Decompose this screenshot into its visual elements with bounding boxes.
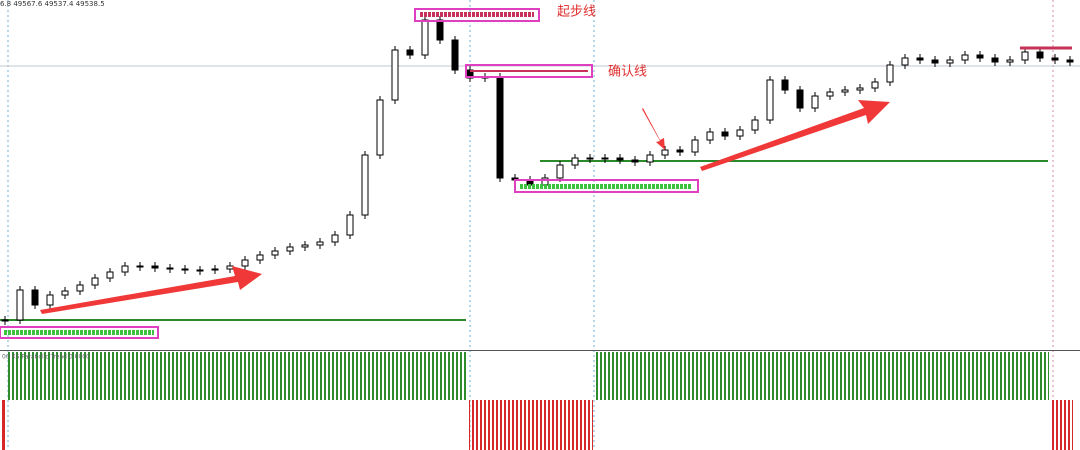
candle-body xyxy=(1,319,9,322)
candle-body xyxy=(406,49,414,56)
annotation: 确认线 xyxy=(608,65,647,80)
candle-body xyxy=(136,265,144,268)
candle-body xyxy=(196,269,204,272)
candle-body xyxy=(781,79,789,91)
candle-body xyxy=(826,91,834,97)
candle-body xyxy=(496,76,504,179)
candle-body xyxy=(976,54,984,59)
candle-body xyxy=(391,49,399,101)
candle-body xyxy=(706,131,714,141)
candle-body xyxy=(766,79,774,121)
candle-body xyxy=(721,131,729,137)
candle-body xyxy=(46,294,54,306)
candle-body xyxy=(676,149,684,153)
candle-body xyxy=(841,89,849,93)
candle-body xyxy=(1066,59,1074,63)
candle-body xyxy=(361,154,369,216)
candle-body xyxy=(121,265,129,273)
candle-body xyxy=(1036,51,1044,59)
candle-body xyxy=(616,157,624,161)
candle-body xyxy=(811,95,819,109)
candle-body xyxy=(166,267,174,270)
trend-arrows xyxy=(40,100,890,314)
candles xyxy=(1,16,1074,325)
candle-body xyxy=(1021,51,1029,61)
indicator-label: 00 XS Parabolic Trend 0.0000 xyxy=(2,354,90,361)
candle-body xyxy=(286,246,294,252)
candle-body xyxy=(961,54,969,61)
indicator-histogram xyxy=(2,352,1073,450)
candle-body xyxy=(241,259,249,267)
candle-body xyxy=(571,157,579,166)
candle-body xyxy=(76,284,84,292)
candle-body xyxy=(901,57,909,66)
candle-body xyxy=(916,57,924,61)
candle-body xyxy=(586,157,594,160)
header: 6.8 49567.6 49537.4 49538.5 xyxy=(0,0,105,8)
candle-body xyxy=(376,99,384,156)
candle-body xyxy=(1006,59,1014,63)
candle-body xyxy=(211,268,219,271)
candle-body xyxy=(181,268,189,271)
candle-body xyxy=(316,241,324,246)
candle-body xyxy=(31,289,39,306)
candle-body xyxy=(646,154,654,163)
candle-body xyxy=(16,289,24,321)
candle-body xyxy=(61,290,69,296)
candle-body xyxy=(556,164,564,179)
candle-body xyxy=(271,250,279,256)
candle-body xyxy=(1051,57,1059,61)
candle-body xyxy=(796,89,804,109)
annotation: 起步线 xyxy=(557,5,596,20)
candle-body xyxy=(421,19,429,56)
candle-body xyxy=(301,244,309,248)
candle-body xyxy=(631,159,639,163)
candle-body xyxy=(871,81,879,89)
candle-body xyxy=(91,277,99,286)
candle-body xyxy=(661,149,669,156)
candle-body xyxy=(226,265,234,270)
candle-body xyxy=(601,157,609,160)
candle-body xyxy=(946,59,954,64)
candle-body xyxy=(256,254,264,261)
candle-body xyxy=(451,39,459,71)
level-boxes xyxy=(0,8,1072,339)
candle-body xyxy=(991,57,999,63)
candle-body xyxy=(856,87,864,91)
candle-body xyxy=(931,59,939,64)
candle-body xyxy=(346,214,354,236)
candle-body xyxy=(151,265,159,269)
candle-body xyxy=(436,19,444,41)
candle-body xyxy=(736,129,744,137)
candle-body xyxy=(886,64,894,83)
candle-body xyxy=(751,119,759,131)
candle-body xyxy=(691,139,699,153)
candle-body xyxy=(106,271,114,279)
candle-body xyxy=(331,234,339,243)
